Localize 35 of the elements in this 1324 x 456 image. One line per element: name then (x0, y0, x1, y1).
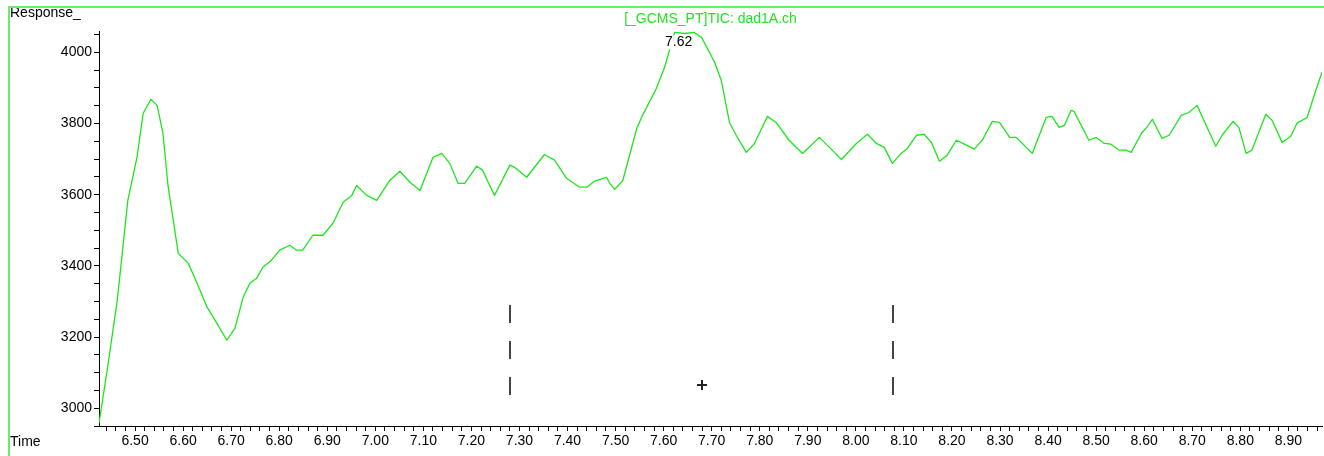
x-tick-label: 7.40 (553, 432, 582, 449)
x-tick-label: 7.50 (601, 432, 630, 449)
x-axis-title: Time (10, 432, 41, 449)
y-tick-label: 3400 (60, 256, 93, 273)
x-tick-label: 8.20 (938, 432, 966, 449)
chart-title: [_GCMS_PT]TIC: dad1A.ch (624, 9, 797, 26)
x-tick-label: 8.00 (842, 432, 870, 449)
y-tick-label: 3200 (60, 327, 93, 344)
x-tick-label: 8.90 (1274, 432, 1303, 449)
x-tick-label: 6.60 (169, 432, 197, 449)
x-tick-label: 8.80 (1226, 432, 1255, 449)
y-tick-label: 3800 (60, 114, 93, 131)
y-tick-label: 4000 (60, 43, 93, 60)
x-tick-label: 6.50 (121, 432, 149, 449)
x-tick-label: 7.00 (361, 432, 390, 449)
x-tick-label: 7.90 (794, 432, 822, 449)
x-tick-label: 7.60 (650, 432, 678, 449)
y-tick-label: 3000 (60, 399, 93, 416)
x-tick-label: 7.20 (457, 432, 486, 449)
x-tick-label: 8.30 (986, 432, 1014, 449)
x-tick-label: 7.80 (746, 432, 774, 449)
x-tick-label: 7.10 (409, 432, 438, 449)
annotation: 7.62 (665, 33, 693, 50)
x-tick-label: 8.40 (1034, 432, 1062, 449)
x-tick-label: 8.60 (1130, 432, 1159, 449)
x-tick-label: 6.80 (265, 432, 294, 449)
x-tick-label: 8.70 (1178, 432, 1207, 449)
x-tick-label: 6.70 (217, 432, 245, 449)
x-tick-label: 7.70 (698, 432, 726, 449)
y-tick-label: 3600 (60, 185, 93, 202)
x-tick-label: 8.10 (890, 432, 918, 449)
x-tick-label: 8.50 (1082, 432, 1110, 449)
x-tick-label: 6.90 (313, 432, 342, 449)
y-axis-title: Response_ (10, 3, 82, 20)
x-tick-label: 7.30 (505, 432, 534, 449)
